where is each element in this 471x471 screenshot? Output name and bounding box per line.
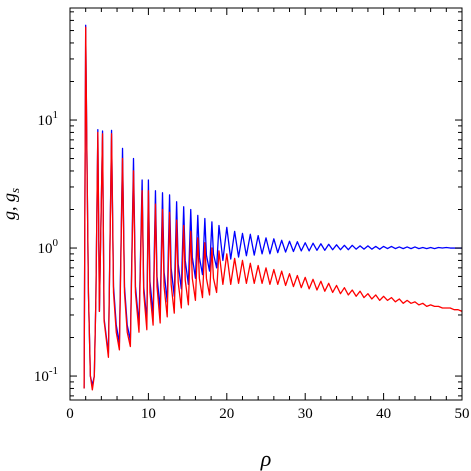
y-tick-label: 100 bbox=[38, 237, 59, 257]
series-line-1 bbox=[83, 24, 462, 389]
y-axis-title-main: g, g bbox=[0, 193, 19, 220]
x-axis-title: ρ bbox=[260, 446, 272, 471]
x-tick-label: 40 bbox=[376, 406, 391, 422]
y-axis-title-subscript: s bbox=[7, 188, 22, 193]
y-axis-title: g, gs bbox=[0, 188, 22, 220]
x-tick-label: 50 bbox=[455, 406, 470, 422]
x-tick-label: 10 bbox=[141, 406, 156, 422]
plot-background bbox=[70, 8, 462, 400]
y-tick-exponent: -1 bbox=[49, 365, 58, 377]
x-tick-label: 20 bbox=[219, 406, 234, 422]
y-tick-label: 10-1 bbox=[34, 365, 58, 385]
y-tick-mantissa: 10 bbox=[34, 369, 49, 385]
y-tick-mantissa: 10 bbox=[38, 113, 53, 129]
y-tick-label: 101 bbox=[38, 109, 59, 129]
series-layer bbox=[83, 24, 462, 391]
series-line-2 bbox=[83, 26, 462, 391]
plot-frame bbox=[69, 7, 463, 401]
y-tick-exponent: 0 bbox=[53, 237, 59, 249]
x-tick-label: 30 bbox=[298, 406, 313, 422]
y-tick-mantissa: 10 bbox=[38, 241, 53, 257]
y-tick-exponent: 1 bbox=[53, 109, 59, 121]
x-tick-label: 0 bbox=[66, 406, 74, 422]
